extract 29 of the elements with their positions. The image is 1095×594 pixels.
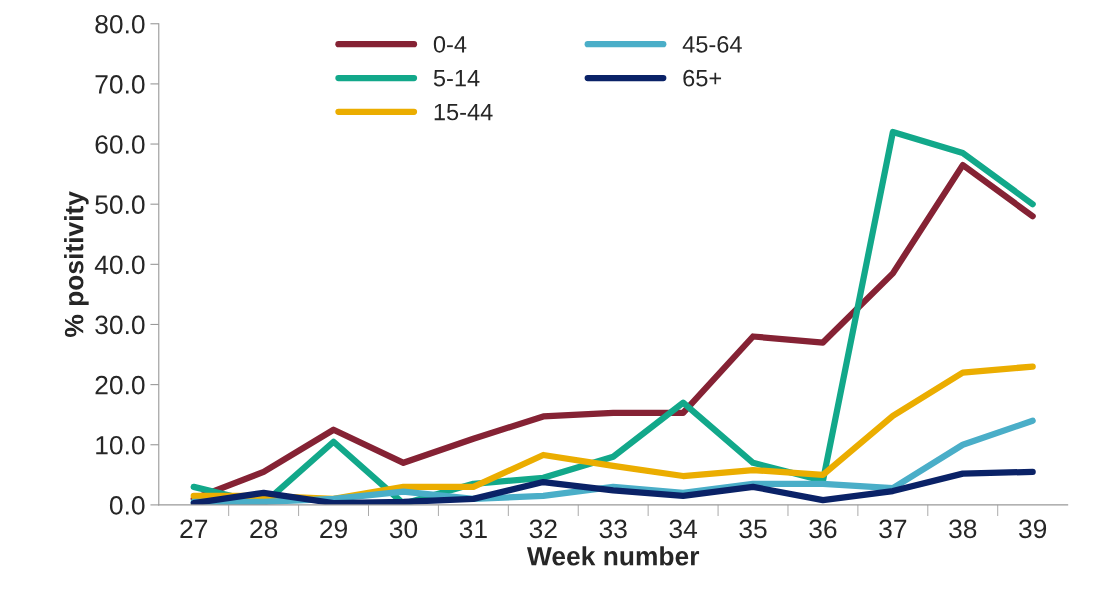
x-tick-label: 37 bbox=[879, 519, 907, 539]
x-tick-label: 30 bbox=[389, 519, 418, 539]
y-tick-label: 60.0 bbox=[95, 135, 145, 154]
y-tick-label: 40.0 bbox=[94, 255, 145, 275]
x-tick-label: 28 bbox=[250, 519, 278, 539]
x-tick-label: 35 bbox=[739, 519, 767, 539]
x-tick-label: 29 bbox=[320, 519, 347, 539]
x-tick-label: 33 bbox=[599, 519, 627, 539]
legend-label: 0-4 bbox=[433, 36, 467, 53]
x-tick-label: 39 bbox=[1019, 519, 1047, 539]
x-tick-label: 36 bbox=[809, 519, 837, 539]
y-tick-label: 20.0 bbox=[95, 375, 145, 395]
x-axis-title: Week number bbox=[526, 546, 700, 566]
x-tick-label: 32 bbox=[529, 519, 557, 539]
y-tick-label: 70.0 bbox=[95, 75, 145, 94]
legend-label: 5-14 bbox=[433, 70, 480, 87]
y-tick-label: 50.0 bbox=[95, 195, 145, 215]
legend-label: 45-64 bbox=[682, 36, 742, 53]
legend-label: 65+ bbox=[683, 69, 722, 87]
x-tick-label: 38 bbox=[949, 519, 977, 539]
x-tick-label: 27 bbox=[180, 519, 208, 538]
x-tick-label: 34 bbox=[669, 519, 698, 539]
y-tick-label: 30.0 bbox=[95, 315, 145, 335]
legend-label: 15-44 bbox=[434, 103, 493, 121]
x-tick-label: 31 bbox=[459, 519, 487, 539]
y-axis-title: % positivity bbox=[64, 191, 89, 337]
y-tick-label: 10.0 bbox=[96, 435, 145, 455]
y-tick-label: 80.0 bbox=[95, 14, 145, 34]
y-tick-label: 0.0 bbox=[109, 496, 145, 515]
